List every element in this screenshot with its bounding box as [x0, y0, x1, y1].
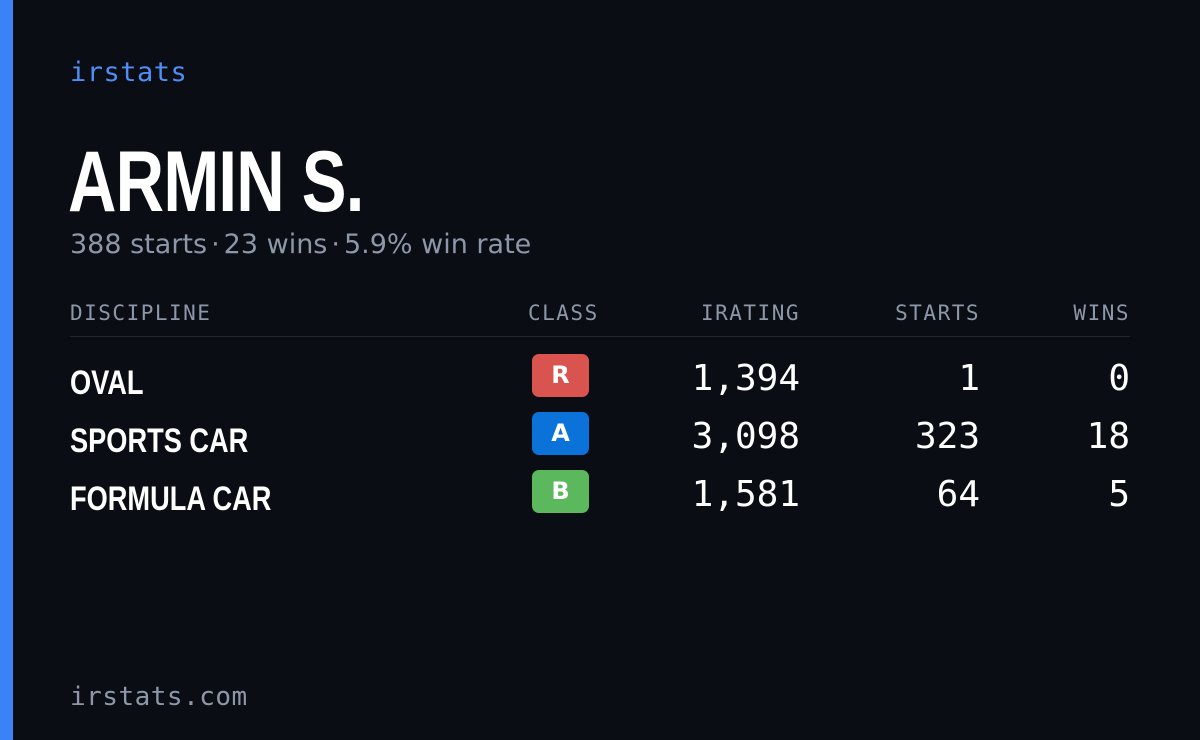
- brand-logo-text: irstats: [70, 57, 188, 88]
- discipline-name: SPORTS CAR: [70, 422, 249, 460]
- header-class: CLASS: [528, 301, 599, 325]
- starts-value: 64: [936, 474, 980, 515]
- license-class-badge: B: [532, 470, 589, 513]
- table-row: SPORTS CAR A 3,098 323 18: [70, 395, 1130, 460]
- accent-bar: [0, 0, 13, 740]
- table-row: FORMULA CAR B 1,581 64 5: [70, 453, 1130, 518]
- driver-name: ARMIN S.: [68, 134, 364, 230]
- discipline-name: FORMULA CAR: [70, 480, 272, 518]
- irating-value: 3,098: [691, 416, 800, 457]
- wins-value: 0: [1108, 358, 1130, 399]
- header-discipline: DISCIPLINE: [70, 301, 212, 325]
- summary-separator: ·: [211, 229, 220, 260]
- header-starts: STARTS: [895, 301, 980, 325]
- license-class-badge: R: [532, 354, 589, 397]
- table-row: OVAL R 1,394 1 0: [70, 337, 1130, 402]
- driver-summary: 388 starts · 23 wins · 5.9% win rate: [70, 228, 531, 262]
- footer-url: irstats.com: [70, 682, 248, 712]
- summary-wins: 23 wins: [223, 229, 328, 260]
- irating-value: 1,581: [691, 474, 800, 515]
- table-header-row: DISCIPLINE CLASS IRATING STARTS WINS: [70, 296, 1130, 337]
- summary-win-rate: 5.9% win rate: [343, 229, 532, 260]
- header-wins: WINS: [1073, 301, 1130, 325]
- starts-value: 1: [958, 358, 980, 399]
- summary-starts: 388 starts: [70, 229, 208, 260]
- discipline-name: OVAL: [70, 364, 144, 402]
- discipline-stats-table: DISCIPLINE CLASS IRATING STARTS WINS OVA…: [70, 296, 1130, 518]
- starts-value: 323: [914, 416, 980, 457]
- summary-separator: ·: [331, 229, 340, 260]
- wins-value: 5: [1108, 474, 1130, 515]
- wins-value: 18: [1086, 416, 1130, 457]
- license-class-badge: A: [532, 412, 589, 455]
- header-irating: IRATING: [700, 301, 800, 325]
- irating-value: 1,394: [691, 358, 800, 399]
